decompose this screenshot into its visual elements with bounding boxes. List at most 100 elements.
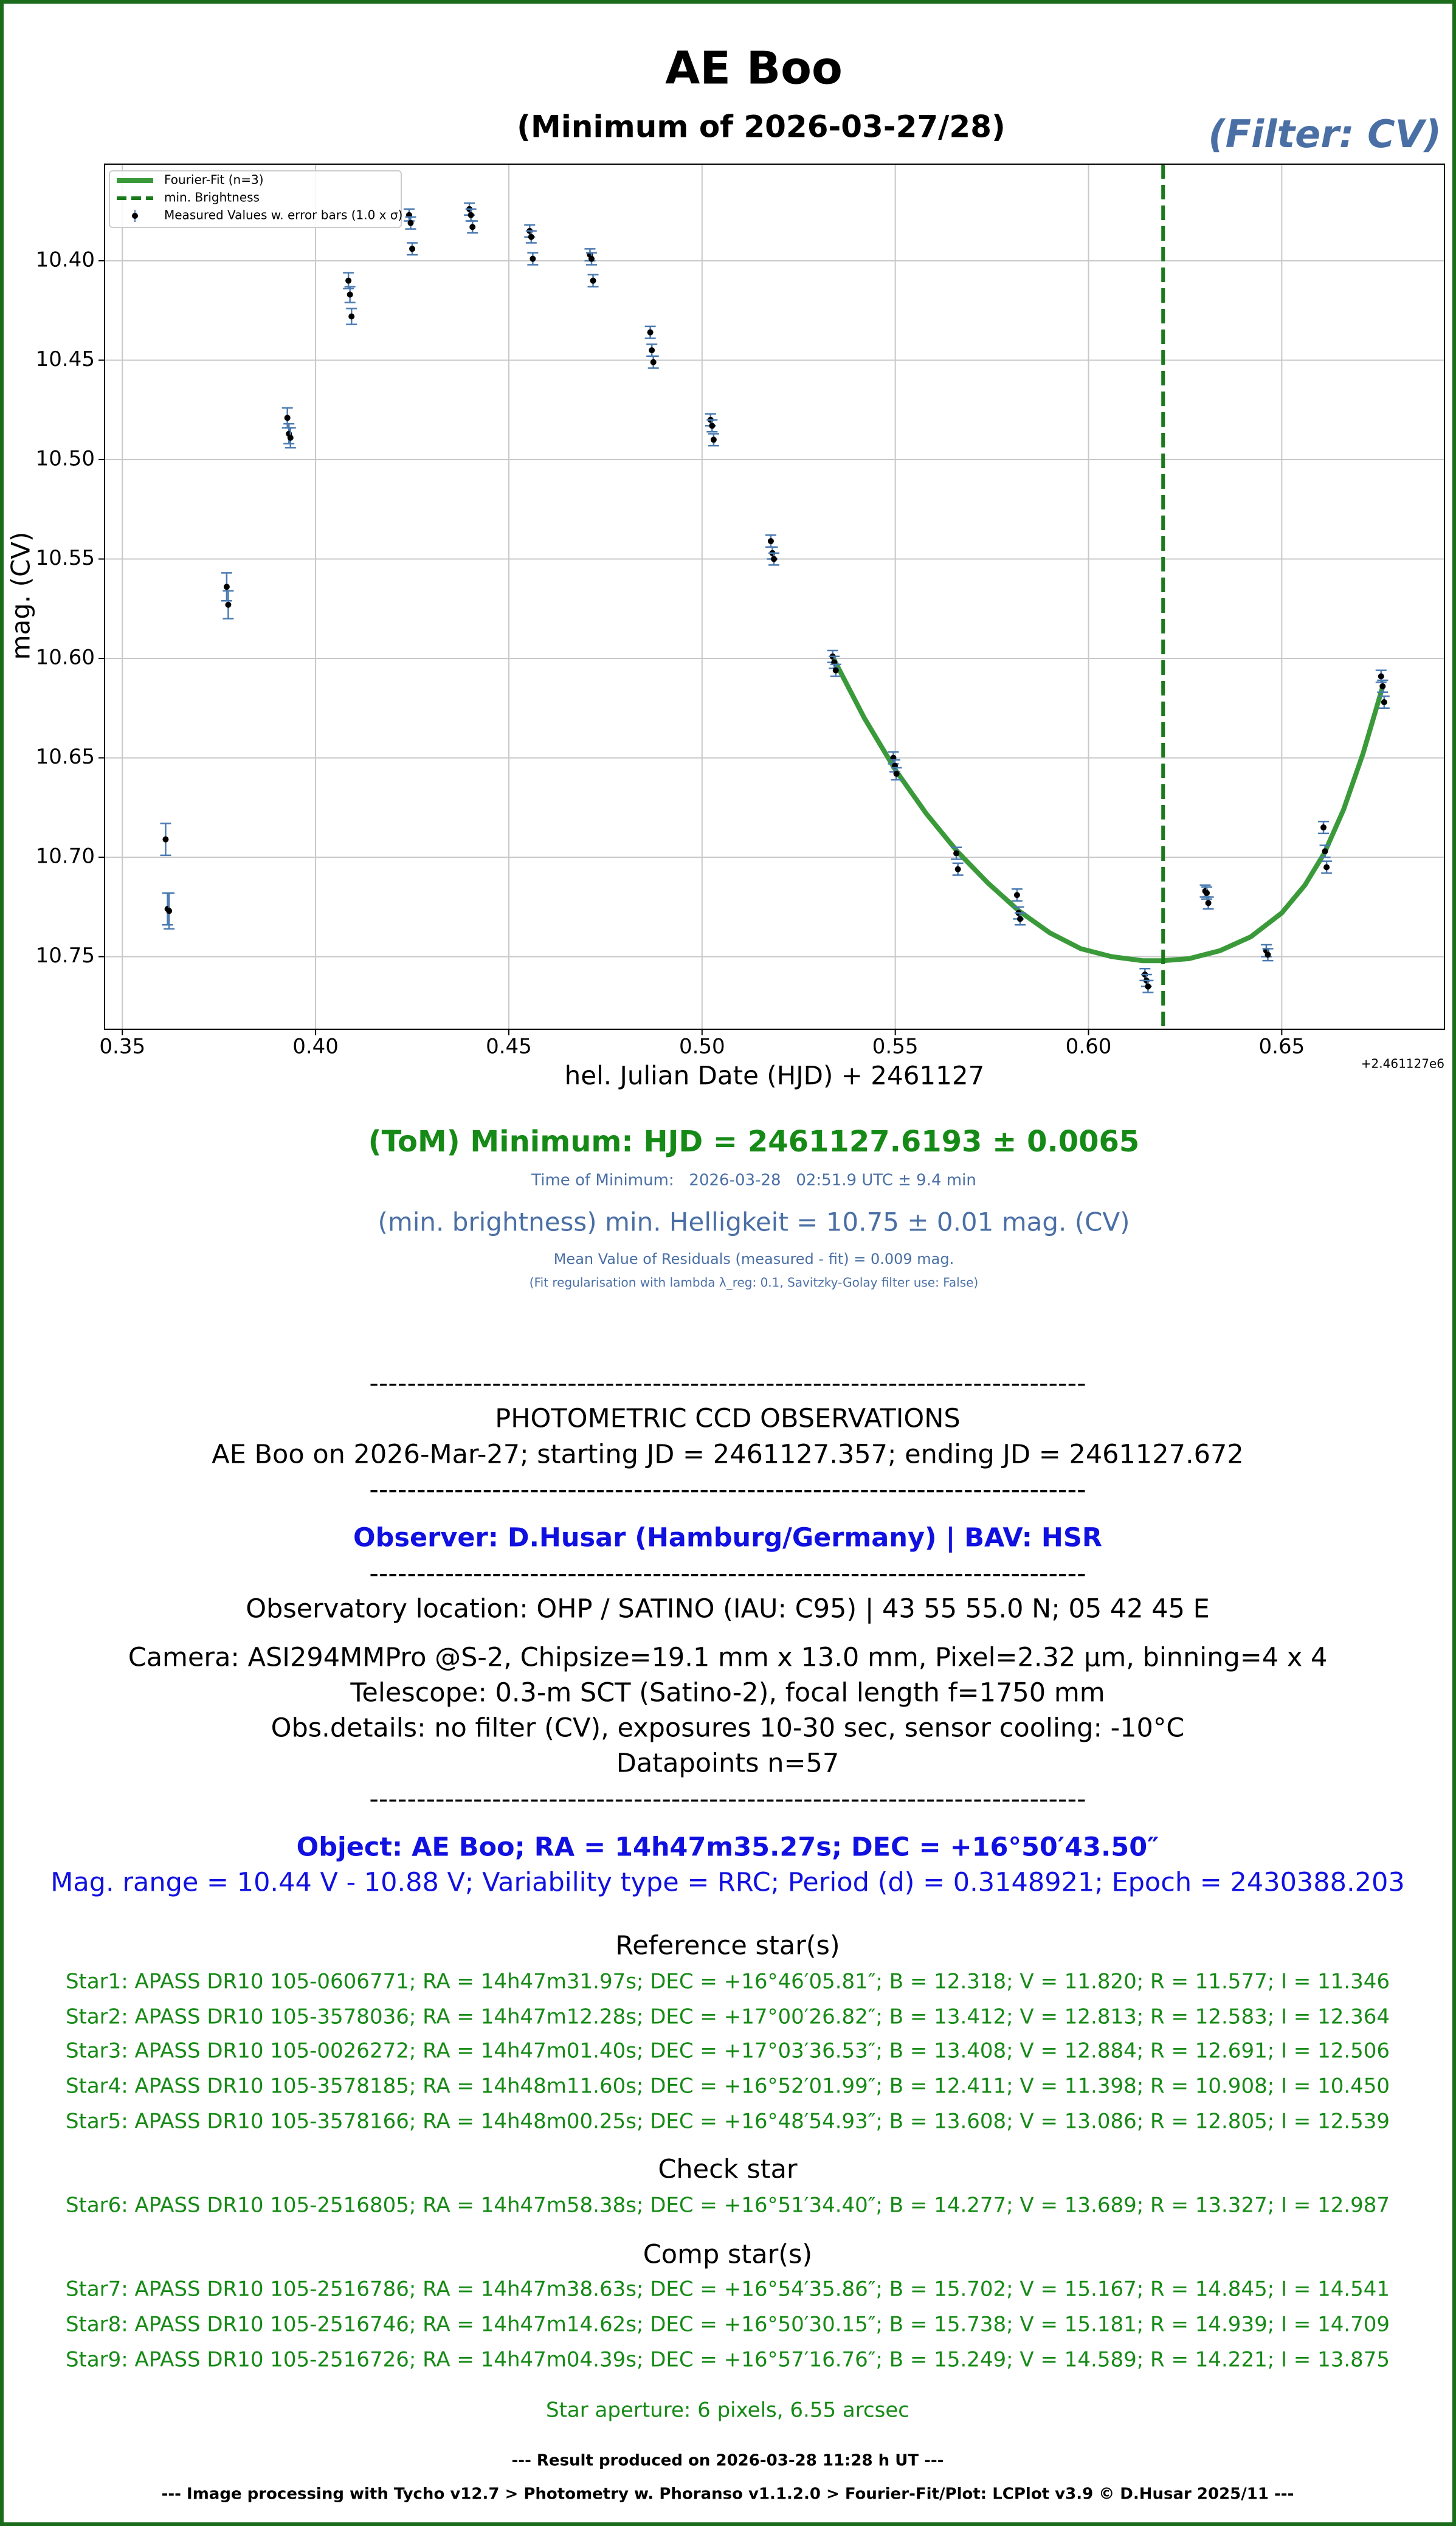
data-point: [767, 538, 774, 545]
data-point: [893, 770, 900, 777]
data-point: [647, 329, 654, 336]
data-point: [1379, 683, 1386, 689]
separator: ----------------------------------------…: [369, 1368, 1086, 1399]
plot-area: [105, 164, 1444, 1029]
data-point: [709, 423, 716, 429]
data-point: [1013, 892, 1020, 899]
data-point: [528, 233, 534, 240]
object: Object: AE Boo; RA = 14h47m35.27s; DEC =…: [297, 1832, 1159, 1863]
data-point: [953, 850, 960, 857]
data-point: [650, 359, 657, 365]
observer: Observer: D.Husar (Hamburg/Germany) | BA…: [353, 1523, 1102, 1553]
min-brightness: (min. brightness) min. Helligkeit = 10.7…: [378, 1207, 1130, 1237]
object-info: Mag. range = 10.44 V - 10.88 V; Variabil…: [50, 1868, 1405, 1898]
reference-star: Star4: APASS DR10 105-3578185; RA = 14h4…: [66, 2074, 1390, 2099]
comp-star: Star9: APASS DR10 105-2516726; RA = 14h4…: [66, 2348, 1390, 2372]
comp-heading: Comp star(s): [643, 2240, 812, 2270]
check-star: Star6: APASS DR10 105-2516805; RA = 14h4…: [66, 2193, 1390, 2218]
data-point: [954, 866, 961, 872]
data-point: [162, 836, 169, 843]
data-point: [225, 601, 232, 608]
chart-subtitle: (Minimum of 2026-03-27/28): [517, 109, 1006, 145]
x-tick-label: 0.65: [1259, 1035, 1305, 1059]
data-point: [468, 212, 474, 218]
x-tick-label: 0.60: [1066, 1035, 1112, 1059]
filter-label: (Filter: CV): [1208, 112, 1441, 156]
y-tick-label: 10.45: [36, 347, 95, 371]
separator: ----------------------------------------…: [369, 1475, 1086, 1505]
y-axis-label: mag. (CV): [6, 532, 36, 660]
data-point: [347, 291, 353, 298]
data-point: [1204, 889, 1210, 896]
result-produced: --- Result produced on 2026-03-28 11:28 …: [511, 2452, 944, 2470]
reference-star: Star2: APASS DR10 105-3578036; RA = 14h4…: [66, 2005, 1390, 2029]
fit-note: (Fit regularisation with lambda λ_reg: 0…: [530, 1275, 978, 1290]
details: Obs.details: no filter (CV), exposures 1…: [271, 1713, 1185, 1744]
x-tick-label: 0.45: [486, 1035, 532, 1059]
reference-star: Star1: APASS DR10 105-0606771; RA = 14h4…: [66, 1970, 1390, 1994]
data-point: [407, 219, 414, 226]
data-point: [590, 277, 596, 284]
data-point: [1320, 824, 1327, 831]
location: Observatory location: OHP / SATINO (IAU:…: [246, 1594, 1210, 1624]
data-point: [166, 908, 173, 914]
data-point: [710, 437, 717, 443]
y-tick-label: 10.65: [36, 745, 95, 769]
comp-star: Star7: APASS DR10 105-2516786; RA = 14h4…: [66, 2277, 1390, 2302]
legend-swatch: [132, 213, 138, 219]
y-tick-label: 10.75: [36, 944, 95, 968]
data-point: [1378, 673, 1384, 680]
residuals: Mean Value of Residuals (measured - fit)…: [554, 1251, 954, 1268]
data-point: [284, 415, 291, 421]
reference-heading: Reference star(s): [615, 1931, 840, 1961]
camera: Camera: ASI294MMPro @S-2, Chipsize=19.1 …: [128, 1643, 1328, 1673]
aperture: Star aperture: 6 pixels, 6.55 arcsec: [546, 2398, 909, 2423]
x-tick-label: 0.40: [292, 1035, 339, 1059]
datapoints: Datapoints n=57: [616, 1748, 839, 1779]
y-tick-label: 10.55: [36, 546, 95, 570]
data-point: [223, 584, 230, 590]
y-tick-label: 10.40: [36, 247, 95, 272]
data-point: [1145, 983, 1151, 990]
legend-label: Fourier-Fit (n=3): [164, 173, 264, 187]
x-tick-label: 0.55: [872, 1035, 919, 1059]
reference-star: Star3: APASS DR10 105-0026272; RA = 14h4…: [66, 2039, 1390, 2063]
x-tick-label: 0.35: [99, 1035, 145, 1059]
processing: --- Image processing with Tycho v12.7 > …: [162, 2485, 1294, 2504]
x-tick-label: 0.50: [679, 1035, 725, 1059]
plot-frame: [104, 164, 1445, 1030]
separator: ----------------------------------------…: [369, 1559, 1086, 1589]
x-axis-label: hel. Julian Date (HJD) + 2461127: [565, 1061, 985, 1091]
separator: ----------------------------------------…: [369, 1784, 1086, 1815]
data-point: [771, 556, 778, 562]
plot: 0.35 0.40 0.45 0.50 0.55 0.60 0.65 10.40 10.45 10…: [36, 164, 1445, 1059]
legend-label: min. Brightness: [164, 190, 260, 205]
check-heading: Check star: [658, 2155, 798, 2185]
run-info: AE Boo on 2026-Mar-27; starting JD = 246…: [212, 1440, 1243, 1470]
telescope: Telescope: 0.3-m SCT (Satino-2), focal l…: [350, 1678, 1105, 1708]
data-point: [287, 435, 294, 441]
y-tick-label: 10.50: [36, 446, 95, 471]
data-point: [1265, 951, 1271, 958]
data-point: [1323, 864, 1330, 871]
x-offset-label: +2.461127e6: [1361, 1057, 1444, 1071]
data-point: [530, 255, 536, 262]
legend-box: [109, 170, 402, 228]
data-point: [409, 246, 416, 252]
data-point: [348, 313, 355, 320]
time-of-minimum: Time of Minimum: 2026-03-28 02:51.9 UTC …: [531, 1172, 976, 1190]
data-point: [1016, 916, 1023, 922]
data-point: [832, 667, 839, 674]
data-point: [1322, 848, 1328, 855]
y-tick-label: 10.60: [36, 646, 95, 670]
report-heading: PHOTOMETRIC CCD OBSERVATIONS: [495, 1404, 960, 1434]
minimum-result: (ToM) Minimum: HJD = 2461127.6193 ± 0.00…: [368, 1125, 1140, 1159]
data-point: [469, 224, 476, 230]
y-tick-label: 10.70: [36, 844, 95, 869]
data-point: [345, 277, 352, 284]
reference-star: Star5: APASS DR10 105-3578166; RA = 14h4…: [66, 2110, 1390, 2134]
data-point: [588, 255, 595, 262]
data-point: [1381, 699, 1387, 706]
chart-title: AE Boo: [665, 43, 843, 95]
